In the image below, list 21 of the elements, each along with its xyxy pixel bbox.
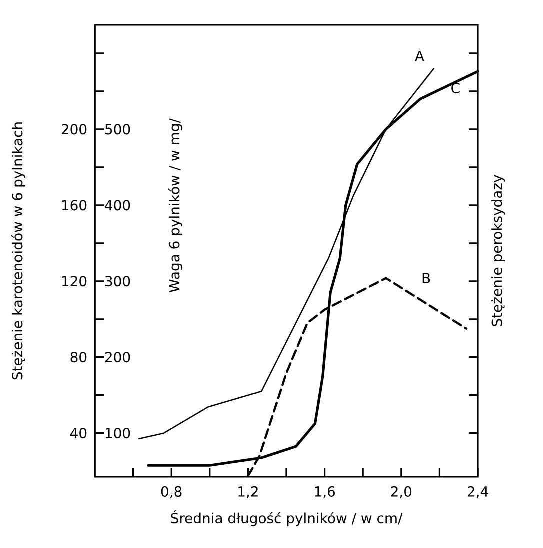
y2-axis-title: Waga 6 pylników / w mg/ bbox=[168, 118, 182, 292]
x-tick-label: 0,8 bbox=[161, 486, 182, 498]
annotation: B bbox=[422, 273, 430, 284]
y-axis-title: Stężenie karotenoidów w 6 pylnikach bbox=[11, 122, 26, 380]
y-tick-label: 160 bbox=[62, 200, 87, 211]
y2-tick-label: 100 bbox=[106, 428, 130, 439]
y-tick-label: 120 bbox=[62, 276, 87, 287]
y-tick-label: 40 bbox=[70, 428, 87, 439]
x-axis-title: Średnia długość pylników / w cm/ bbox=[171, 510, 403, 526]
y3-axis-title: Stężenie peroksydazy bbox=[492, 175, 506, 326]
x-tick-label: 1,2 bbox=[238, 486, 258, 498]
x-tick-label: 2,4 bbox=[468, 486, 488, 498]
x-tick-label: 2,0 bbox=[391, 486, 412, 498]
x-tick-label: 1,6 bbox=[315, 486, 336, 498]
annotation: A bbox=[415, 51, 424, 62]
y2-tick-label: 200 bbox=[105, 352, 130, 363]
y-tick-label: 200 bbox=[62, 124, 87, 135]
y2-tick-label: 400 bbox=[105, 200, 130, 211]
y2-tick-label: 300 bbox=[105, 276, 130, 287]
y2-tick-label: 500 bbox=[106, 124, 130, 135]
y-tick-label: 80 bbox=[70, 352, 87, 363]
